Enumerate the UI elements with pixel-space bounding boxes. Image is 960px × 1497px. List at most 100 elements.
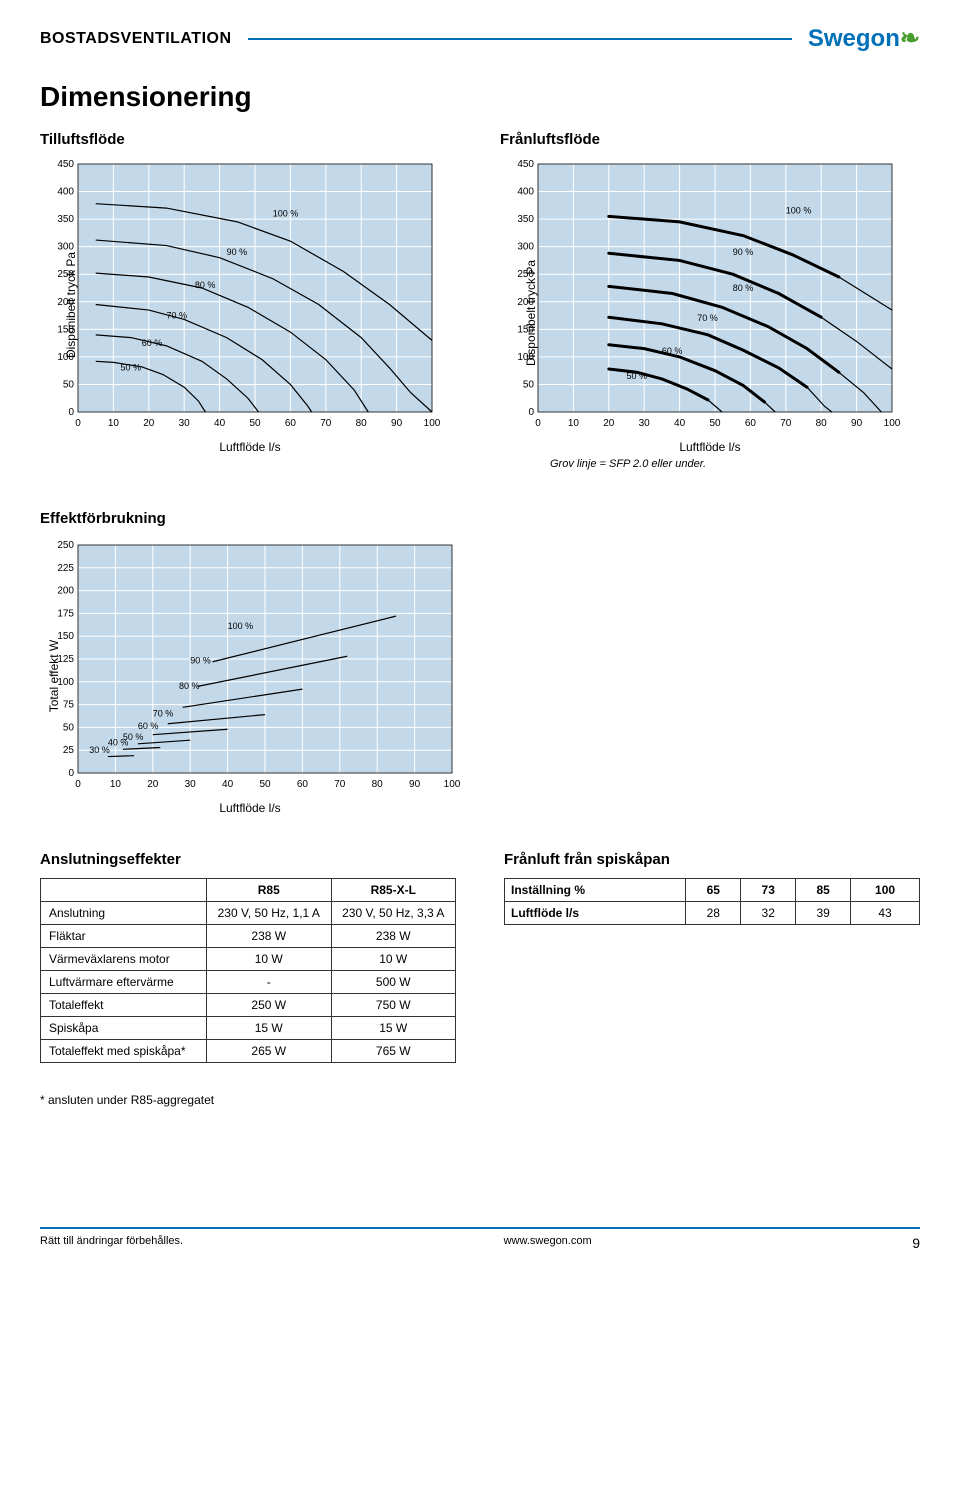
svg-text:0: 0: [68, 407, 74, 418]
table-header-cell: Inställning %: [505, 879, 686, 902]
svg-text:10: 10: [110, 779, 122, 790]
chart-franluft-xlabel: Luftflöde l/s: [500, 440, 920, 454]
table-cell: 15 W: [207, 1017, 332, 1040]
svg-text:75: 75: [63, 700, 75, 711]
chart-tilluft-title: Tilluftsflöde: [40, 131, 460, 148]
table-row: Totaleffekt med spiskåpa*265 W765 W: [41, 1040, 456, 1063]
svg-text:20: 20: [603, 418, 615, 429]
table-header-cell: R85-X-L: [331, 879, 456, 902]
table-cell: -: [207, 971, 332, 994]
table-header-cell: 100: [851, 879, 920, 902]
tables-row: Anslutningseffekter R85R85-X-L Anslutning…: [40, 851, 920, 1063]
table-cell: 10 W: [331, 948, 456, 971]
table-header-cell: R85: [207, 879, 332, 902]
table-cell: 238 W: [207, 925, 332, 948]
svg-text:20: 20: [147, 779, 159, 790]
table-header-cell: 65: [686, 879, 741, 902]
chart-franluft-title: Frånluftsflöde: [500, 131, 920, 148]
anslutning-title: Anslutningseffekter: [40, 851, 456, 868]
svg-text:40: 40: [222, 779, 234, 790]
svg-text:25: 25: [63, 745, 75, 756]
table-cell: 28: [686, 902, 741, 925]
svg-text:175: 175: [57, 608, 74, 619]
footer-left: Rätt till ändringar förbehålles.: [40, 1235, 183, 1251]
chart-tilluft-ylabel: Disponibelt tryck Pa: [64, 252, 78, 358]
page-footer: Rätt till ändringar förbehålles. www.swe…: [40, 1227, 920, 1251]
chart-tilluft-wrap: Disponibelt tryck Pa 0102030405060708090…: [40, 156, 460, 454]
spiskapa-title: Frånluft från spiskåpan: [504, 851, 920, 868]
svg-text:90: 90: [851, 418, 863, 429]
svg-text:400: 400: [57, 187, 74, 198]
svg-text:0: 0: [535, 418, 541, 429]
table-row: Spiskåpa15 W15 W: [41, 1017, 456, 1040]
table-header-cell: 73: [741, 879, 796, 902]
table-cell: 10 W: [207, 948, 332, 971]
svg-text:60 %: 60 %: [138, 721, 159, 731]
table-cell: Värmeväxlarens motor: [41, 948, 207, 971]
svg-text:60: 60: [745, 418, 757, 429]
chart-franluft-caption: Grov linje = SFP 2.0 eller under.: [550, 458, 920, 470]
svg-text:70: 70: [320, 418, 332, 429]
svg-text:100 %: 100 %: [273, 208, 299, 218]
table-cell: 43: [851, 902, 920, 925]
svg-text:100 %: 100 %: [228, 621, 254, 631]
table-row: Luftvärmare eftervärme-500 W: [41, 971, 456, 994]
table-cell: 15 W: [331, 1017, 456, 1040]
table-header-cell: 85: [796, 879, 851, 902]
svg-text:70 %: 70 %: [153, 708, 174, 718]
svg-text:50: 50: [523, 379, 535, 390]
table-cell: 238 W: [331, 925, 456, 948]
svg-text:100: 100: [884, 418, 900, 429]
table-row: Fläktar238 W238 W: [41, 925, 456, 948]
svg-text:0: 0: [75, 779, 81, 790]
svg-text:60: 60: [285, 418, 297, 429]
svg-text:70 %: 70 %: [697, 313, 718, 323]
svg-text:10: 10: [568, 418, 580, 429]
anslutning-col: Anslutningseffekter R85R85-X-L Anslutning…: [40, 851, 456, 1063]
svg-text:70 %: 70 %: [167, 310, 188, 320]
table-cell: Anslutning: [41, 902, 207, 925]
spiskapa-table: Inställning %657385100Luftflöde l/s28323…: [504, 878, 920, 925]
svg-text:0: 0: [528, 407, 534, 418]
svg-text:50: 50: [259, 779, 271, 790]
svg-text:60 %: 60 %: [142, 338, 163, 348]
table-cell: 765 W: [331, 1040, 456, 1063]
svg-text:90 %: 90 %: [733, 247, 754, 257]
svg-text:100: 100: [424, 418, 440, 429]
svg-text:70: 70: [334, 779, 346, 790]
svg-text:350: 350: [57, 214, 74, 225]
effekt-section: Effektförbrukning Total effekt W 0102030…: [40, 510, 920, 815]
top-charts-row: Tilluftsflöde Disponibelt tryck Pa 0 10 20…: [40, 131, 920, 470]
svg-text:80 %: 80 %: [179, 681, 200, 691]
header-rule: [248, 38, 792, 40]
table-header-cell: [41, 879, 207, 902]
table-row: Värmeväxlarens motor10 W10 W: [41, 948, 456, 971]
svg-text:80 %: 80 %: [733, 283, 754, 293]
chart-effekt: 0102030405060708090100025507510012515017…: [40, 537, 460, 797]
anslutning-table: R85R85-X-L Anslutning230 V, 50 Hz, 1,1 A2…: [40, 878, 456, 1063]
svg-text:30: 30: [185, 779, 197, 790]
svg-text:50 %: 50 %: [627, 371, 648, 381]
table-cell: 230 V, 50 Hz, 1,1 A: [207, 902, 332, 925]
logo-text: Swegon: [808, 25, 900, 52]
footnote: * ansluten under R85-aggregatet: [40, 1093, 920, 1107]
svg-text:90 %: 90 %: [190, 656, 211, 666]
svg-text:80: 80: [372, 779, 384, 790]
chart-tilluft-col: Tilluftsflöde Disponibelt tryck Pa 01020…: [40, 131, 460, 470]
leaf-icon: ❧: [900, 25, 920, 52]
svg-text:40: 40: [674, 418, 686, 429]
svg-text:60: 60: [297, 779, 309, 790]
svg-text:70: 70: [780, 418, 792, 429]
svg-text:50: 50: [249, 418, 261, 429]
svg-text:250: 250: [57, 540, 74, 551]
svg-text:50: 50: [63, 379, 75, 390]
svg-text:400: 400: [517, 187, 534, 198]
svg-text:20: 20: [143, 418, 155, 429]
svg-text:80: 80: [356, 418, 368, 429]
table-row: Luftflöde l/s28323943: [505, 902, 920, 925]
spiskapa-col: Frånluft från spiskåpan Inställning %657…: [504, 851, 920, 1063]
main-heading: Dimensionering: [40, 81, 920, 113]
table-cell: 39: [796, 902, 851, 925]
svg-text:0: 0: [75, 418, 81, 429]
svg-text:30: 30: [639, 418, 651, 429]
